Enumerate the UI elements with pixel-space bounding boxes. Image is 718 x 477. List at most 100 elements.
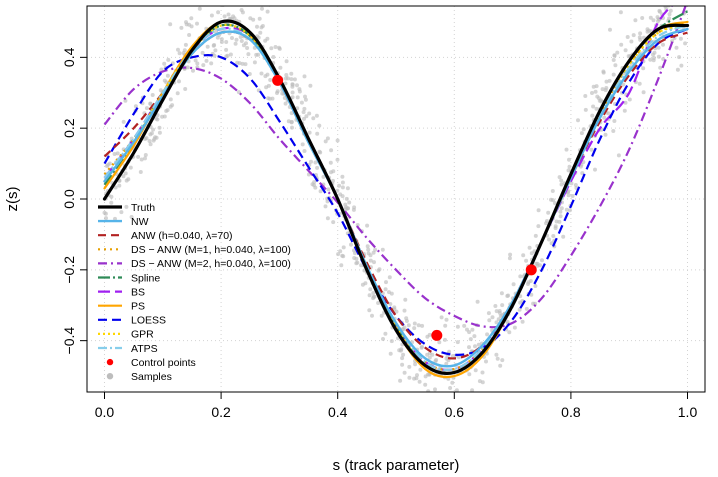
sample-point (648, 15, 653, 20)
sample-point (148, 101, 153, 106)
sample-point (381, 337, 385, 341)
sample-point (339, 263, 344, 268)
sample-point (245, 46, 250, 50)
sample-point (416, 323, 421, 328)
legend-label-9: GPR (131, 329, 154, 341)
sample-point (551, 198, 555, 203)
sample-point (197, 6, 202, 11)
sample-point (551, 234, 556, 238)
sample-point (443, 323, 448, 328)
sample-point (304, 114, 309, 119)
sample-point (340, 185, 345, 190)
sample-point (622, 108, 627, 113)
sample-point (500, 358, 505, 363)
sample-point (591, 104, 596, 109)
sample-point (570, 194, 575, 198)
sample-point (123, 171, 128, 176)
sample-point (335, 188, 340, 193)
sample-point (265, 36, 270, 41)
sample-point (679, 63, 684, 68)
sample-point (232, 16, 237, 21)
sample-point (518, 300, 523, 305)
sample-point (187, 22, 192, 27)
sample-point (427, 332, 432, 337)
legend-label-11: Control points (131, 357, 196, 369)
sample-point (418, 367, 423, 372)
sample-point (302, 149, 307, 153)
sample-point (407, 364, 412, 369)
sample-point (564, 207, 569, 212)
sample-point (216, 0, 220, 4)
sample-point (434, 358, 439, 362)
sample-point (257, 16, 262, 21)
sample-point (224, 47, 229, 52)
sample-point (663, 6, 668, 9)
sample-point (312, 180, 317, 185)
sample-point (216, 10, 221, 15)
sample-point (557, 175, 562, 180)
sample-point (459, 421, 463, 425)
sample-point (200, 50, 205, 55)
sample-point (413, 362, 418, 367)
sample-point (455, 324, 460, 329)
control-point-1 (431, 329, 443, 341)
sample-point (157, 130, 162, 135)
sample-point (629, 39, 634, 44)
sample-point (260, 24, 265, 28)
legend-label-7: PS (131, 301, 145, 313)
sample-point (133, 104, 138, 109)
sample-point (682, 2, 686, 6)
sample-point (403, 405, 407, 409)
legend-swatch-11 (106, 358, 114, 366)
sample-point (335, 157, 340, 162)
sample-point (335, 138, 340, 143)
sample-point (326, 187, 331, 192)
sample-point (627, 97, 632, 102)
sample-point (387, 290, 391, 295)
sample-point (121, 174, 126, 179)
sample-point (328, 160, 333, 165)
sample-point (603, 132, 608, 137)
series-layer (102, 6, 690, 379)
sample-point (168, 22, 173, 27)
y-tick-label-3: 0.2 (61, 118, 77, 138)
sample-point (318, 189, 323, 194)
sample-point (536, 208, 541, 213)
sample-point (344, 196, 349, 201)
sample-point (157, 125, 162, 130)
sample-point (564, 147, 569, 152)
sample-point (177, 79, 181, 84)
sample-point (112, 152, 117, 156)
sample-point (367, 293, 372, 298)
sample-point (467, 345, 471, 350)
sample-point (248, 16, 253, 21)
sample-point (637, 81, 642, 86)
sample-point (661, 42, 665, 47)
sample-point (557, 219, 562, 224)
sample-point (553, 201, 557, 206)
sample-point (268, 78, 273, 82)
sample-point (558, 214, 563, 219)
sample-point (499, 291, 504, 296)
sample-point (589, 147, 594, 152)
sample-point (611, 129, 616, 133)
sample-point (365, 244, 370, 249)
sample-point (368, 258, 373, 263)
sample-point (468, 337, 473, 342)
sample-point (317, 123, 322, 128)
sample-point (676, 0, 680, 2)
sample-point (638, 31, 643, 36)
sample-point (608, 27, 612, 32)
sample-point (438, 424, 442, 428)
sample-point (308, 83, 313, 88)
sample-point (558, 209, 563, 214)
sample-point (302, 116, 306, 121)
sample-point (187, 33, 192, 37)
sample-point (675, 67, 680, 72)
sample-point (638, 37, 643, 42)
sample-point (626, 54, 631, 59)
sample-point (222, 14, 227, 19)
sample-point (533, 284, 538, 288)
sample-point (325, 136, 330, 141)
sample-point (579, 131, 584, 136)
